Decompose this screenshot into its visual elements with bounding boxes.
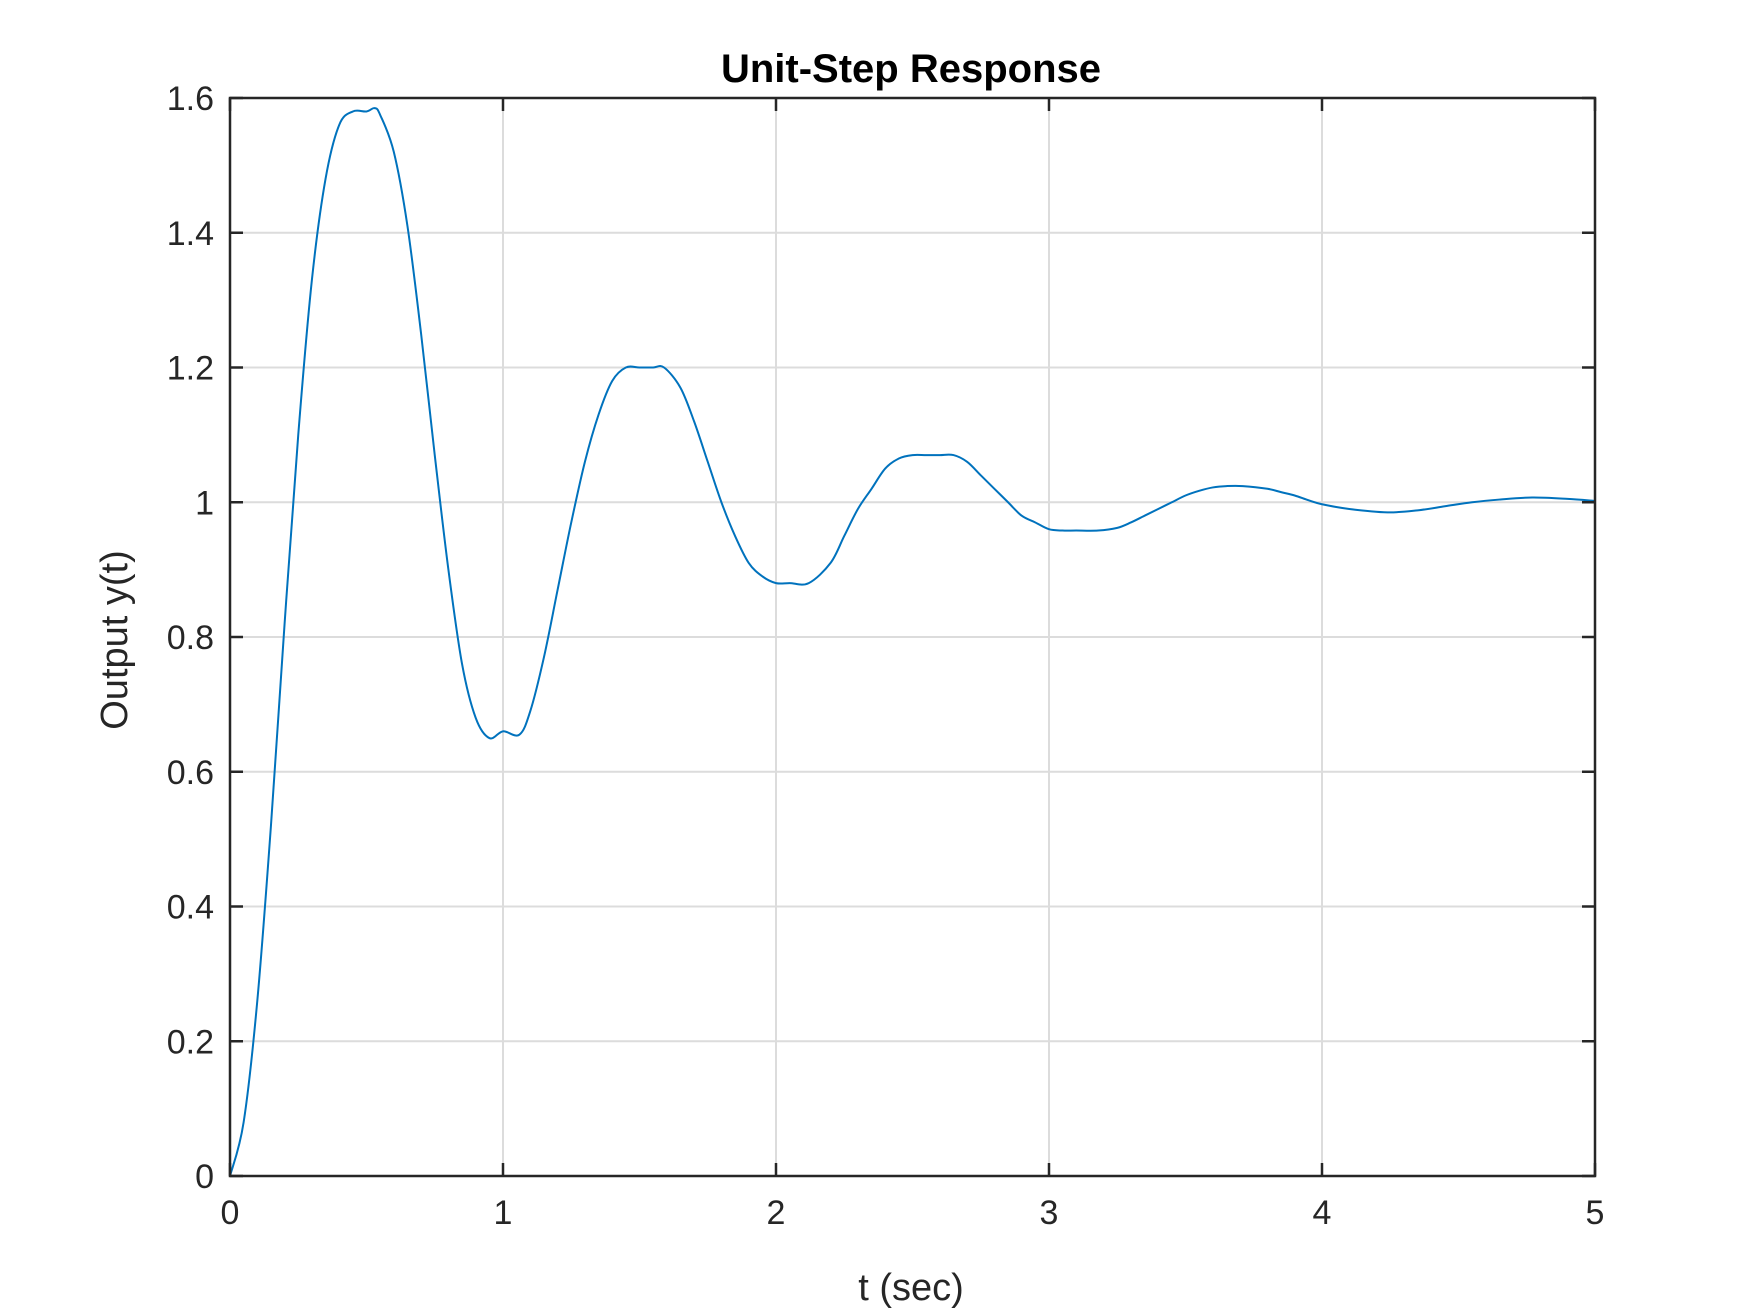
y-tick-label: 0 (195, 1158, 214, 1196)
y-tick-label: 0.2 (167, 1023, 214, 1061)
y-tick-label: 1.2 (167, 350, 214, 388)
chart-title: Unit-Step Response (721, 47, 1101, 91)
y-tick-labels: 0 0.2 0.4 0.6 0.8 1 1.2 1.4 1.6 (167, 80, 214, 1196)
x-tick-label: 0 (221, 1194, 240, 1232)
y-axis-label: Output y(t) (94, 550, 136, 730)
series-layer (229, 107, 1596, 1177)
x-tick-labels: 0 1 2 3 4 5 (221, 1194, 1605, 1232)
y-tick-label: 0.6 (167, 754, 214, 792)
grid-lines (230, 98, 1595, 1176)
y-tick-label: 1.6 (167, 80, 214, 118)
tick-marks (228, 96, 1597, 1178)
x-tick-label: 1 (494, 1194, 513, 1232)
y-tick-label: 1 (195, 484, 214, 522)
x-axis-label: t (sec) (858, 1267, 964, 1309)
x-tick-label: 4 (1313, 1194, 1332, 1232)
y-tick-label: 0.4 (167, 889, 214, 927)
y-tick-label: 0.8 (167, 619, 214, 657)
x-tick-label: 3 (1040, 1194, 1059, 1232)
series-line-1 (229, 107, 1596, 1177)
x-tick-label: 5 (1586, 1194, 1605, 1232)
y-tick-label: 1.4 (167, 215, 214, 253)
x-tick-label: 2 (767, 1194, 786, 1232)
